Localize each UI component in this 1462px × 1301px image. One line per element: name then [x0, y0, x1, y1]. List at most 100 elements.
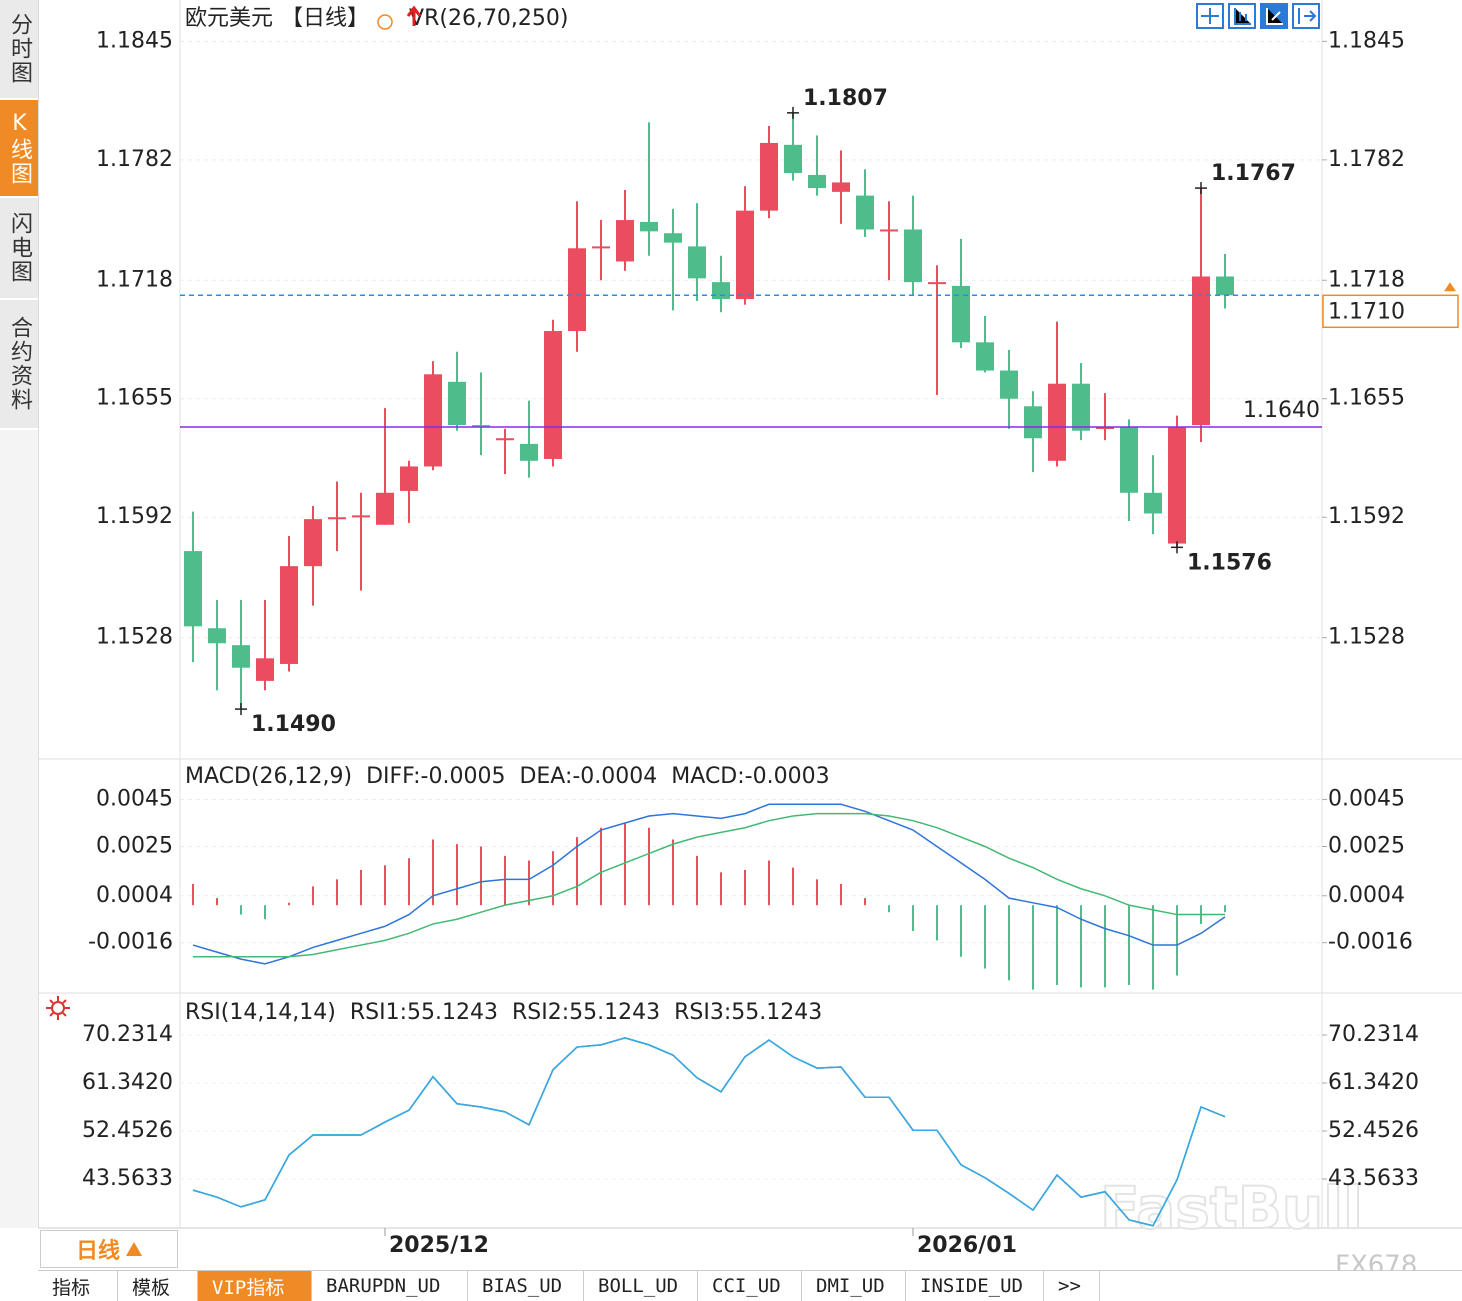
candle-body	[424, 374, 442, 467]
indicator-tab[interactable]: BOLL_UD	[584, 1271, 698, 1301]
indicator-tab[interactable]: 模板	[118, 1271, 198, 1301]
legend-entry: MACD(26,12,9)	[185, 764, 352, 789]
candle-body	[832, 182, 850, 192]
last-price-box	[1322, 294, 1459, 329]
indicator-line	[193, 812, 1225, 958]
low-label: 1.1576	[1187, 550, 1272, 575]
legend-entry: RSI(14,14,14)	[185, 1000, 336, 1025]
high-label: 1.1807	[803, 86, 888, 111]
candle-body	[976, 342, 994, 371]
candle-body	[688, 246, 706, 279]
x-tick-label: 2025/12	[389, 1233, 489, 1258]
candle-body	[760, 142, 778, 211]
y2-tick-label: 1.1718	[1328, 267, 1405, 292]
y-tick-label: 61.3420	[82, 1070, 173, 1095]
settings-icon-rays	[46, 996, 70, 1020]
toolbar-icons	[1196, 3, 1320, 29]
candle-body	[544, 331, 562, 459]
candle-body	[232, 645, 250, 668]
candle-body	[1024, 406, 1042, 439]
candle-body	[1168, 426, 1186, 544]
candle-body	[928, 282, 946, 285]
indicator-tab[interactable]: INSIDE_UD	[906, 1271, 1044, 1301]
y2-tick-label: 1.1845	[1328, 28, 1405, 53]
sidebar-tab[interactable]: 闪电图	[0, 198, 38, 300]
sidebar-tab[interactable]: K线图	[0, 100, 38, 198]
y-tick-label: 1.1655	[96, 386, 173, 411]
indicator-tab[interactable]: CCI_UD	[698, 1271, 802, 1301]
candle-body	[712, 282, 730, 300]
layout-icon[interactable]	[1228, 3, 1256, 29]
y2-tick-label: 52.4526	[1328, 1118, 1419, 1143]
candle-body	[1000, 370, 1018, 399]
y-tick-label: 0.0004	[96, 883, 173, 908]
indicator-tab[interactable]: 指标	[38, 1271, 118, 1301]
y2-tick-label: 0.0045	[1328, 787, 1405, 812]
legend-entry: RSI3:55.1243	[674, 1000, 822, 1025]
indicator-line	[192, 1037, 1226, 1227]
candle-body	[256, 658, 274, 681]
watermark: FX678	[1335, 1251, 1417, 1271]
y-tick-label: 0.0045	[96, 787, 173, 812]
x-tick-label: 2026/01	[917, 1233, 1017, 1258]
sidebar-tab[interactable]: 分时图	[0, 0, 38, 100]
candle-body	[352, 515, 370, 518]
indicator-tab[interactable]: BARUPDN_UD	[312, 1271, 468, 1301]
y-tick-label: 70.2314	[82, 1022, 173, 1047]
indicator-tab[interactable]: BIAS_UD	[468, 1271, 584, 1301]
y-tick-label: 1.1528	[96, 625, 173, 650]
indicator-tabs: 指标 模板 VIP指标 BARUPDN_UD BIAS_UD BOLL_UD C…	[38, 1270, 1462, 1301]
candle-body	[1120, 426, 1138, 493]
candle-body	[1072, 383, 1090, 431]
candle-body	[304, 519, 322, 567]
y-tick-label: 0.0025	[96, 833, 173, 858]
candle-body	[808, 174, 826, 189]
settings-icon[interactable]	[46, 996, 70, 1020]
y-tick-label: -0.0016	[88, 930, 173, 955]
legend-entry: DEA:-0.0004	[519, 764, 657, 789]
indicator-tab[interactable]: >>	[1044, 1271, 1100, 1301]
period-arrow	[126, 1242, 142, 1256]
period-label: 日线	[75, 1239, 120, 1264]
candle-body	[664, 233, 682, 243]
y2-tick-label: 1.1655	[1328, 386, 1405, 411]
expand-icon[interactable]	[1292, 3, 1320, 29]
indicator-line	[192, 1037, 1226, 1227]
legend-entry: DIFF:-0.0005	[366, 764, 505, 789]
candle-body	[520, 443, 538, 461]
candle-body	[880, 229, 898, 232]
legend-entry: 【日线】	[281, 6, 369, 31]
high-label: 1.1767	[1211, 161, 1296, 186]
candle-body	[496, 438, 514, 441]
zoom-icon[interactable]	[1196, 3, 1224, 29]
y-tick-label: 1.1782	[96, 147, 173, 172]
layout-icon-glyph	[1234, 8, 1251, 25]
indicator-tab[interactable]: VIP指标	[198, 1271, 312, 1301]
settings-icon-ring	[51, 1001, 65, 1015]
candle-body	[376, 492, 394, 525]
y2-tick-label: 0.0025	[1328, 833, 1405, 858]
zoom-icon-glyph	[1201, 8, 1219, 24]
indicator-line	[192, 1037, 1226, 1227]
y-tick-label: 1.1718	[96, 267, 173, 292]
legend-entry: 欧元美元	[185, 6, 273, 31]
candle-body	[592, 246, 610, 249]
watermark: FastBull	[1100, 1174, 1363, 1242]
expand-icon-glyph	[1298, 8, 1317, 24]
y2-tick-label: 61.3420	[1328, 1070, 1419, 1095]
chart: FastBull FX678 1.1845 1.1845 1.1782 1.1782 1…	[38, 0, 1462, 1271]
candle-body	[1096, 426, 1114, 429]
sidebar-tab[interactable]: 合约资料	[0, 300, 38, 430]
y2-tick-label: 1.1592	[1328, 504, 1405, 529]
header-icon	[377, 14, 393, 30]
y2-tick-label: 1.1782	[1328, 147, 1405, 172]
y-tick-label: 52.4526	[82, 1118, 173, 1143]
candle-body	[328, 517, 346, 520]
candle-body	[280, 566, 298, 664]
candle-body	[616, 220, 634, 262]
indicator-tab[interactable]: DMI_UD	[802, 1271, 906, 1301]
candle-body	[952, 285, 970, 343]
candle-body	[448, 381, 466, 426]
period-button[interactable]: 日线	[40, 1230, 178, 1268]
